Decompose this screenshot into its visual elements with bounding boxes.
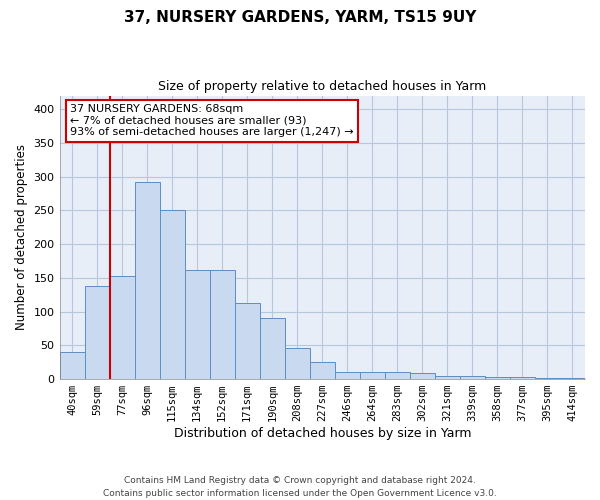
Bar (209, 270, 235, 379)
Bar (485, 377, 510, 379)
Bar (410, 373, 435, 379)
Bar (535, 378, 560, 379)
Bar (110, 276, 134, 379)
Text: 37, NURSERY GARDENS, YARM, TS15 9UY: 37, NURSERY GARDENS, YARM, TS15 9UY (124, 10, 476, 25)
Text: 37 NURSERY GARDENS: 68sqm
← 7% of detached houses are smaller (93)
93% of semi-d: 37 NURSERY GARDENS: 68sqm ← 7% of detach… (70, 104, 353, 138)
X-axis label: Distribution of detached houses by size in Yarm: Distribution of detached houses by size … (173, 427, 471, 440)
Bar (335, 372, 360, 379)
Text: Contains HM Land Registry data © Crown copyright and database right 2024.
Contai: Contains HM Land Registry data © Crown c… (103, 476, 497, 498)
Bar (59, 352, 85, 379)
Bar (460, 376, 485, 379)
Title: Size of property relative to detached houses in Yarm: Size of property relative to detached ho… (158, 80, 487, 93)
Bar (360, 372, 385, 379)
Bar (285, 348, 310, 379)
Bar (385, 372, 410, 379)
Bar (85, 286, 110, 379)
Y-axis label: Number of detached properties: Number of detached properties (15, 144, 28, 330)
Bar (260, 318, 285, 379)
Bar (310, 362, 335, 379)
Bar (235, 304, 260, 379)
Bar (435, 376, 460, 379)
Bar (560, 378, 585, 379)
Bar (134, 182, 160, 379)
Bar (160, 210, 185, 379)
Bar (185, 270, 209, 379)
Bar (510, 377, 535, 379)
